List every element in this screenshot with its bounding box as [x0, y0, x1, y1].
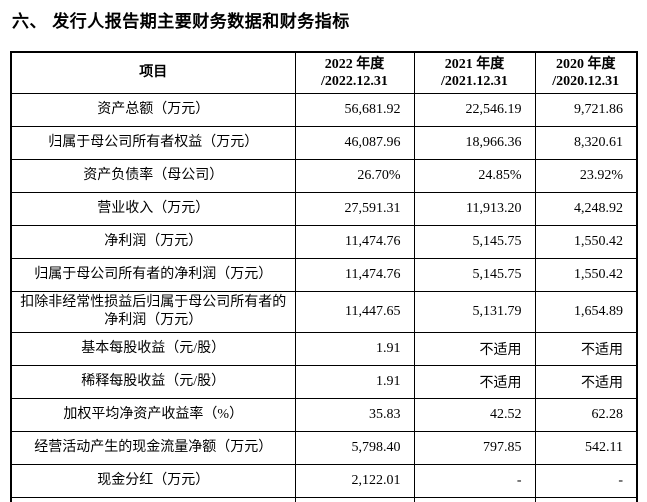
- value-2022: 11,447.65: [294, 291, 415, 334]
- table-row-basic-eps: 基本每股收益（元/股） 1.91 不适用 不适用: [10, 332, 638, 367]
- value-2021: 18,966.36: [413, 126, 536, 161]
- value-2022: 11,474.76: [294, 258, 415, 293]
- value-2022: 1.91: [294, 332, 415, 367]
- value-2021: 11.48: [413, 497, 536, 502]
- value-2020: 不适用: [534, 332, 638, 367]
- table-header-row: 项目 2022 年度 /2022.12.31 2021 年度 /2021.12.…: [10, 51, 638, 95]
- row-label: 归属于母公司所有者权益（万元）: [10, 126, 296, 161]
- value-2021: 不适用: [413, 365, 536, 400]
- value-2022: 27,591.31: [294, 192, 415, 227]
- col-header-item: 项目: [10, 51, 296, 95]
- row-label: 资产负债率（母公司）: [10, 159, 296, 194]
- col-header-2022-year: 2022 年度: [324, 56, 385, 72]
- table-row-parent-equity: 归属于母公司所有者权益（万元） 46,087.96 18,966.36 8,32…: [10, 126, 638, 161]
- row-label: 研发投入占营业收入的比例（%）: [10, 497, 296, 502]
- value-2021: 797.85: [413, 431, 536, 466]
- table-row-cash-dividend: 现金分红（万元） 2,122.01 - -: [10, 464, 638, 499]
- value-2022: 11,474.76: [294, 225, 415, 260]
- value-2022: 1.91: [294, 365, 415, 400]
- row-label: 加权平均净资产收益率（%）: [10, 398, 296, 433]
- col-header-2021-date: /2021.12.31: [441, 74, 508, 90]
- value-2020: 4,248.92: [534, 192, 638, 227]
- row-label: 扣除非经常性损益后归属于母公司所有者的净利润（万元）: [10, 291, 296, 334]
- value-2020: 不适用: [534, 365, 638, 400]
- col-header-2021: 2021 年度 /2021.12.31: [413, 51, 536, 95]
- table-row-net-profit: 净利润（万元） 11,474.76 5,145.75 1,550.42: [10, 225, 638, 260]
- value-2021: 22,546.19: [413, 93, 536, 128]
- value-2020: 1,550.42: [534, 225, 638, 260]
- table-row-total-assets: 资产总额（万元） 56,681.92 22,546.19 9,721.86: [10, 93, 638, 128]
- col-header-2021-year: 2021 年度: [444, 56, 505, 72]
- value-2022: 35.83: [294, 398, 415, 433]
- value-2021: 5,145.75: [413, 225, 536, 260]
- value-2020: 62.28: [534, 398, 638, 433]
- value-2020: -: [534, 464, 638, 499]
- value-2021: 5,131.79: [413, 291, 536, 334]
- value-2020: 8,320.61: [534, 126, 638, 161]
- table-row-revenue: 营业收入（万元） 27,591.31 11,913.20 4,248.92: [10, 192, 638, 227]
- value-2022: 46,087.96: [294, 126, 415, 161]
- col-header-2020-year: 2020 年度: [556, 56, 616, 72]
- col-header-2022: 2022 年度 /2022.12.31: [294, 51, 415, 95]
- table-row-diluted-eps: 稀释每股收益（元/股） 1.91 不适用 不适用: [10, 365, 638, 400]
- row-label: 净利润（万元）: [10, 225, 296, 260]
- value-2022: 2,122.01: [294, 464, 415, 499]
- value-2020: 1,654.89: [534, 291, 638, 334]
- value-2020: 23.92%: [534, 159, 638, 194]
- row-label: 基本每股收益（元/股）: [10, 332, 296, 367]
- row-label: 经营活动产生的现金流量净额（万元）: [10, 431, 296, 466]
- value-2021: 5,145.75: [413, 258, 536, 293]
- value-2021: 不适用: [413, 332, 536, 367]
- row-label: 稀释每股收益（元/股）: [10, 365, 296, 400]
- table-row-parent-net-profit: 归属于母公司所有者的净利润（万元） 11,474.76 5,145.75 1,5…: [10, 258, 638, 293]
- value-2021: 11,913.20: [413, 192, 536, 227]
- value-2021: -: [413, 464, 536, 499]
- value-2022: 9.82: [294, 497, 415, 502]
- table-row-deducted-net-profit: 扣除非经常性损益后归属于母公司所有者的净利润（万元） 11,447.65 5,1…: [10, 291, 638, 334]
- col-header-2020-date: /2020.12.31: [552, 74, 620, 90]
- value-2020: 10.20: [534, 497, 638, 502]
- row-label: 资产总额（万元）: [10, 93, 296, 128]
- value-2020: 9,721.86: [534, 93, 638, 128]
- value-2021: 42.52: [413, 398, 536, 433]
- section-title: 六、 发行人报告期主要财务数据和财务指标: [12, 12, 350, 31]
- financial-data-table: 项目 2022 年度 /2022.12.31 2021 年度 /2021.12.…: [10, 51, 638, 502]
- col-header-2022-date: /2022.12.31: [321, 74, 388, 90]
- col-header-2020: 2020 年度 /2020.12.31: [534, 51, 638, 95]
- value-2021: 24.85%: [413, 159, 536, 194]
- value-2022: 5,798.40: [294, 431, 415, 466]
- row-label: 归属于母公司所有者的净利润（万元）: [10, 258, 296, 293]
- value-2022: 56,681.92: [294, 93, 415, 128]
- value-2020: 1,550.42: [534, 258, 638, 293]
- table-row-weighted-roe: 加权平均净资产收益率（%） 35.83 42.52 62.28: [10, 398, 638, 433]
- table-row-operating-cash-flow: 经营活动产生的现金流量净额（万元） 5,798.40 797.85 542.11: [10, 431, 638, 466]
- table-row-rd-ratio: 研发投入占营业收入的比例（%） 9.82 11.48 10.20: [10, 497, 638, 502]
- row-label: 现金分红（万元）: [10, 464, 296, 499]
- value-2022: 26.70%: [294, 159, 415, 194]
- table-row-debt-ratio: 资产负债率（母公司） 26.70% 24.85% 23.92%: [10, 159, 638, 194]
- value-2020: 542.11: [534, 431, 638, 466]
- row-label: 营业收入（万元）: [10, 192, 296, 227]
